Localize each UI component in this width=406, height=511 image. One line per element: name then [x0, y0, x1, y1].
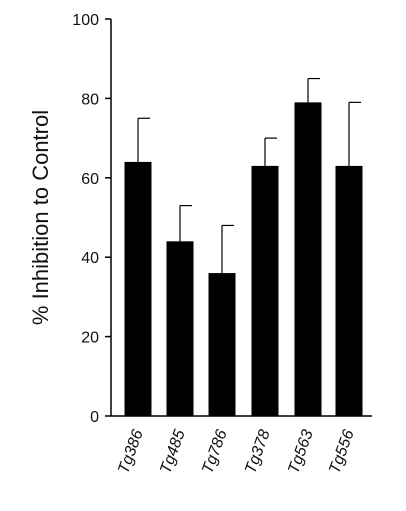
error-bars-layer	[137, 77, 361, 274]
y-tick-label: 20	[81, 330, 99, 347]
y-tick-label: 80	[81, 91, 99, 108]
bar-tg386	[124, 161, 152, 416]
x-category-label: Tg485	[157, 427, 189, 476]
y-tick-label: 60	[81, 171, 99, 188]
x-category-label: Tg563	[285, 427, 317, 476]
x-category-label: Tg378	[242, 427, 274, 476]
y-tick-label: 40	[81, 250, 99, 267]
y-ticks-layer: 0 20 40 60 80 100	[72, 12, 111, 426]
y-tick-label: 100	[72, 12, 99, 29]
axes-layer	[110, 19, 372, 417]
bar-tg563	[294, 102, 322, 417]
bar-tg485	[166, 241, 194, 416]
bar-tg786	[208, 273, 236, 416]
x-category-label: Tg556	[326, 427, 358, 476]
y-axis-title: % Inhibition to Control	[28, 110, 53, 325]
bar-tg378	[251, 165, 279, 416]
bars-layer	[124, 102, 363, 417]
y-tick-label: 0	[90, 409, 99, 426]
x-category-labels-layer: Tg386 Tg485 Tg786 Tg378 Tg563 Tg556	[115, 427, 358, 476]
bar-tg556	[335, 165, 363, 416]
x-category-label: Tg386	[115, 427, 147, 476]
x-category-label: Tg786	[199, 427, 231, 476]
